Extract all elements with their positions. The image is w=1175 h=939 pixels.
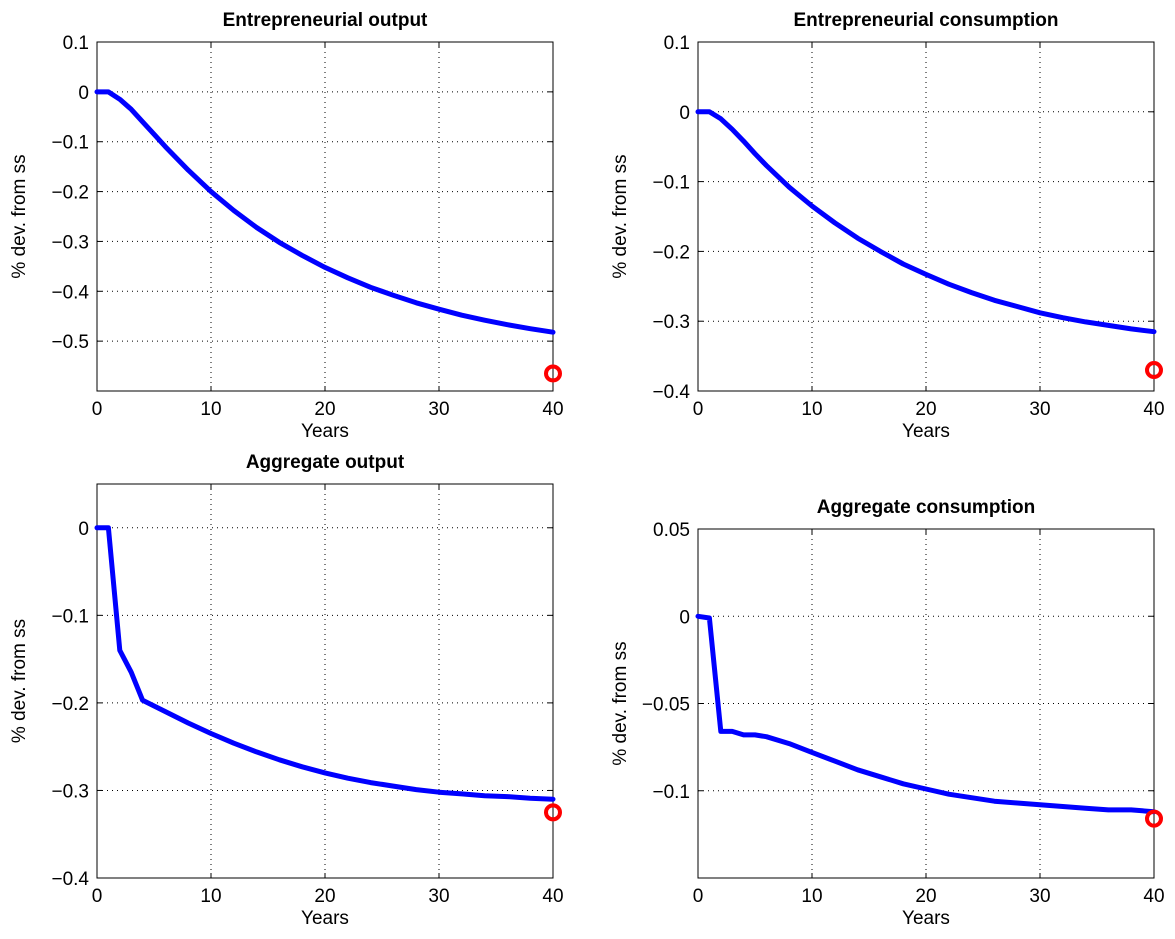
y-tick-label: 0.1 [664,33,690,54]
axes-frame [697,41,1155,392]
series-line [94,525,556,802]
x-axis-label: Years [902,908,950,929]
x-tick-label: 20 [314,399,335,420]
subplot-2: 0 10 20 30 40 0.1 0 −0.1 −0.2 −0.3 −0.4 Entrepreneu… [610,10,1165,442]
axes-frame [697,528,1155,879]
x-tick-label: 0 [693,399,704,420]
endpoint-marker [1145,361,1163,380]
endpoint-marker [544,803,562,822]
y-tick-label: 0 [78,83,89,104]
y-axis-label: % dev. from ss [610,641,631,765]
y-tick-label: −0.2 [51,694,89,715]
x-tick-label: 20 [915,886,936,907]
x-tick-label: 40 [1143,399,1164,420]
endpoint-marker [544,364,562,383]
series-line [94,89,556,335]
x-tick-label: 20 [915,399,936,420]
endpoint-marker [1145,809,1163,828]
x-tick-label: 30 [428,886,449,907]
y-axis-label: % dev. from ss [9,154,30,278]
y-tick-label: 0 [679,607,690,628]
y-tick-label: −0.1 [51,133,89,154]
chart-title: Entrepreneurial consumption [794,10,1059,31]
y-tick-label: −0.1 [652,173,690,194]
y-tick-label: −0.3 [51,781,89,802]
x-tick-label: 40 [1143,886,1164,907]
y-tick-label: −0.1 [51,606,89,627]
series-line [695,613,1157,815]
y-tick-label: 0.05 [653,520,690,541]
y-tick-label: −0.3 [51,232,89,253]
x-tick-label: 40 [542,886,563,907]
x-tick-label: 40 [542,399,563,420]
y-tick-label: −0.5 [51,332,89,353]
y-axis-label: % dev. from ss [610,154,631,278]
series-line [695,109,1157,335]
x-tick-label: 0 [92,399,103,420]
y-tick-label: −0.4 [51,282,89,303]
x-tick-label: 10 [801,399,822,420]
subplot-1: 0 10 20 30 40 0.1 0 −0.1 −0.2 −0.3 −0.4 −0.5 Entrepr… [9,10,564,442]
y-tick-label: −0.3 [652,312,690,333]
x-tick-label: 10 [200,886,221,907]
y-tick-label: −0.05 [642,695,690,716]
subplot-4: 0 10 20 30 40 0.05 0 −0.05 −0.1 Aggregate consump… [610,497,1165,929]
chart-title: Aggregate consumption [817,497,1036,518]
y-tick-label: 0 [679,103,690,124]
axes-frame [96,41,554,392]
x-tick-label: 0 [92,886,103,907]
x-tick-label: 10 [801,886,822,907]
x-tick-label: 20 [314,886,335,907]
y-tick-label: −0.2 [51,183,89,204]
x-tick-label: 30 [428,399,449,420]
y-tick-label: 0.1 [63,33,89,54]
y-tick-label: −0.2 [652,242,690,263]
x-tick-label: 30 [1029,399,1050,420]
y-tick-label: 0 [78,519,89,540]
x-axis-label: Years [301,421,349,442]
y-axis-label: % dev. from ss [9,619,30,743]
y-tick-label: −0.1 [652,782,690,803]
chart-title: Aggregate output [246,452,405,473]
y-tick-label: −0.4 [652,382,690,403]
axes-frame [96,483,554,879]
subplot-3: 0 10 20 30 40 0 −0.1 −0.2 −0.3 −0.4 Aggregate outp… [9,452,564,929]
x-tick-label: 0 [693,886,704,907]
chart-title: Entrepreneurial output [223,10,428,31]
x-tick-label: 30 [1029,886,1050,907]
x-axis-label: Years [301,908,349,929]
x-tick-label: 10 [200,399,221,420]
x-axis-label: Years [902,421,950,442]
y-tick-label: −0.4 [51,869,89,890]
